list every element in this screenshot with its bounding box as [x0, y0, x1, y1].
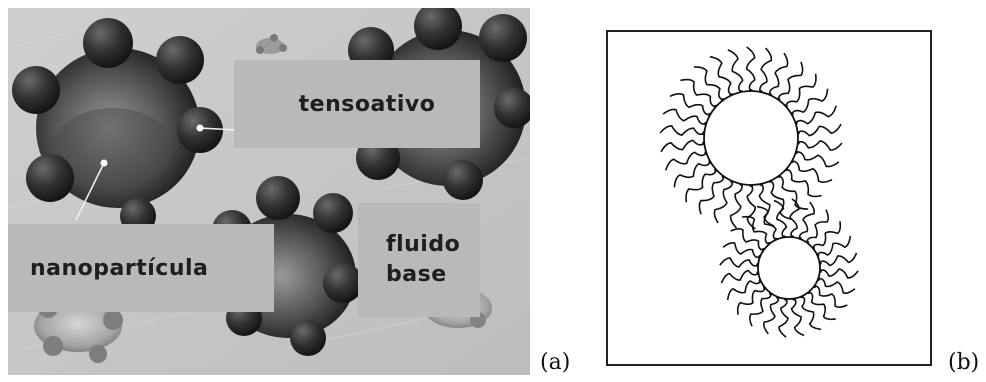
surfactant-tail — [797, 123, 842, 137]
pointer-tensoativo — [196, 124, 237, 132]
surfactant-tail — [798, 201, 815, 240]
surfactant-tail — [662, 108, 707, 125]
surfactant-tail — [785, 73, 817, 107]
surfactant-tail — [791, 160, 833, 184]
surfactant-tail — [801, 295, 822, 331]
surfactant-tail — [719, 257, 759, 268]
panel-a-illustration: tensoativo nanopartícula fluido base — [8, 8, 530, 375]
surfactant-tail — [673, 161, 712, 188]
surfactant-tail — [769, 180, 793, 221]
caption-b: (b) — [948, 350, 980, 375]
surfactant-tail — [759, 47, 773, 93]
surfactant-tail — [777, 61, 804, 100]
surfactant-tail — [778, 298, 789, 338]
label-fluido-text: fluido — [386, 232, 461, 257]
surfactant-tail — [756, 205, 777, 241]
particle-small — [719, 198, 859, 338]
surfactant-tail — [727, 49, 744, 93]
surfactant-tail — [729, 183, 743, 229]
surfactant-tail — [709, 55, 733, 96]
surfactant-tail — [698, 176, 725, 215]
surfactant-tail — [665, 151, 708, 171]
surfactant-tail — [778, 175, 809, 210]
small-particle-top — [256, 34, 287, 54]
label-tensoativo: tensoativo — [234, 60, 480, 148]
nanoparticle-faded-bottom-left — [34, 298, 123, 363]
surfactant-tail — [713, 180, 734, 224]
surfactant-tail — [669, 92, 711, 116]
surfactant-tail — [720, 269, 760, 284]
surfactant-tail — [722, 242, 761, 259]
pointer-nanoparticula — [75, 159, 108, 221]
surfactant-tail — [749, 293, 772, 327]
surfactant-tail — [817, 277, 856, 294]
surfactant-tail — [660, 139, 705, 153]
nanoparticle-core — [757, 236, 821, 300]
surfactant-tail — [659, 125, 705, 136]
surfactant-tail — [816, 235, 852, 256]
surfactant-tail — [797, 140, 843, 151]
label-nanoparticula: nanopartícula — [8, 224, 274, 312]
surfactant-tail — [808, 291, 836, 321]
surfactant-tail — [814, 285, 848, 308]
surfactant-tail — [763, 296, 780, 335]
surfactant-tail — [693, 66, 724, 101]
label-fluido-base: fluido base — [358, 203, 480, 317]
panel-b-schematic — [606, 30, 932, 366]
surfactant-tail — [795, 151, 840, 168]
surfactant-tail — [746, 184, 757, 230]
surfactant-tail — [768, 52, 789, 96]
surfactant-tail — [680, 78, 717, 108]
particle-large — [659, 46, 843, 230]
surfactant-tail — [745, 46, 756, 92]
surfactant-tail — [794, 105, 837, 125]
surfactant-tail — [742, 215, 770, 245]
caption-a: (a) — [540, 350, 571, 375]
surfactant-tail — [789, 198, 800, 238]
surfactant-tail — [812, 221, 842, 249]
surfactant-tail — [818, 252, 858, 267]
surfactant-tail — [773, 199, 788, 239]
surfactant-tail — [730, 228, 764, 251]
label-tensoativo-text: tensoativo — [298, 91, 436, 117]
surfactant-tail — [726, 280, 762, 301]
label-nanoparticula-text: nanopartícula — [30, 255, 209, 281]
label-base-text: base — [386, 262, 447, 287]
surfactant-tail — [758, 183, 775, 227]
surfactant-tail — [819, 268, 859, 279]
surfactant-tail — [790, 88, 829, 115]
surfactant-tail — [685, 169, 717, 203]
surfactant-tail — [736, 287, 766, 315]
nanoparticle-core — [703, 90, 799, 186]
surfactant-tail — [790, 297, 805, 337]
surfactant-tail — [806, 209, 829, 243]
surfactant-tail — [785, 168, 822, 198]
surfactant-coated-particles — [659, 46, 859, 338]
